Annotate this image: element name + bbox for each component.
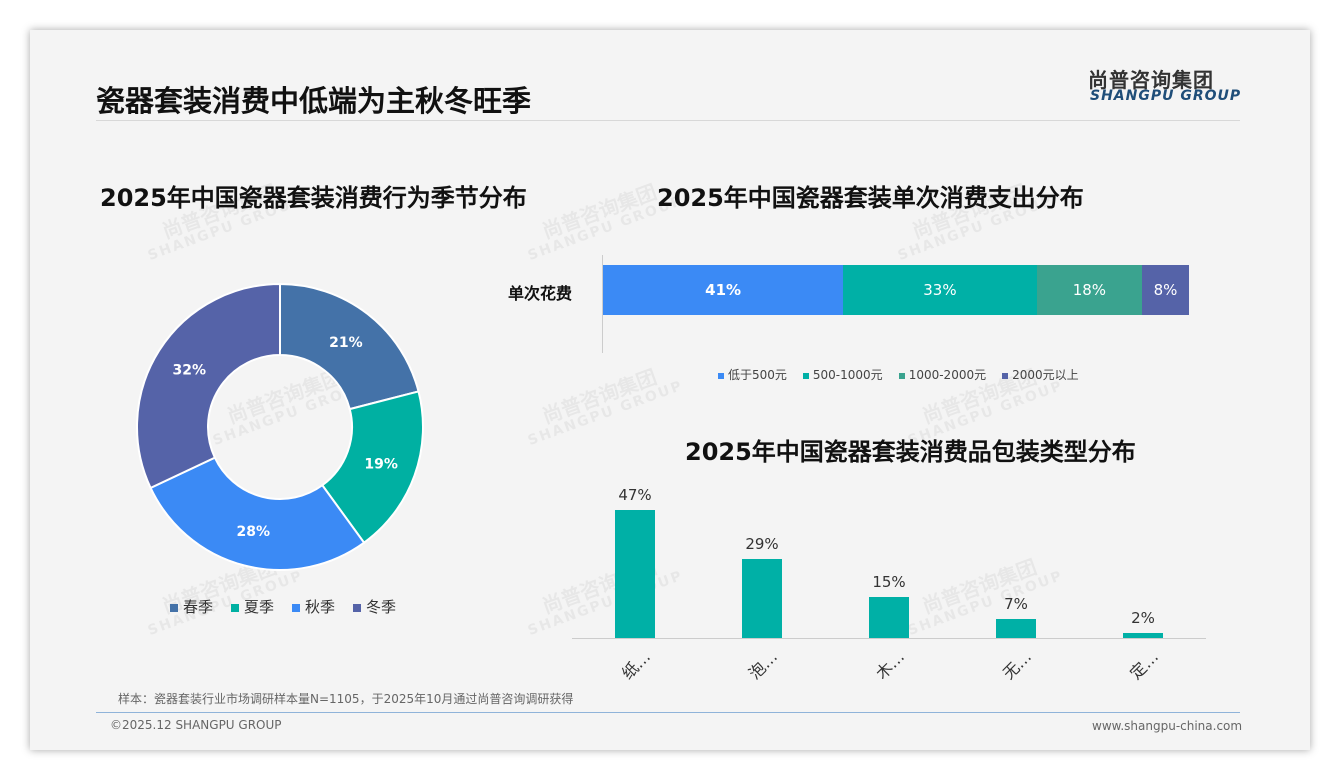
legend-item: 1000-2000元 bbox=[898, 366, 986, 383]
legend-item: 500-1000元 bbox=[802, 366, 883, 383]
copyright: ©2025.12 SHANGPU GROUP bbox=[110, 718, 282, 732]
legend-item: 低于500元 bbox=[718, 366, 787, 383]
stacked-title: 2025年中国瓷器套装单次消费支出分布 bbox=[657, 184, 1084, 212]
stacked-segment: 33% bbox=[843, 265, 1037, 315]
donut-label: 28% bbox=[237, 524, 271, 540]
logo-cn: 尚普咨询集团 bbox=[1088, 68, 1214, 92]
donut-legend: 春季 夏季 秋季 冬季 bbox=[170, 596, 396, 617]
donut-slice-夏季 bbox=[320, 390, 424, 545]
x-axis bbox=[572, 638, 1206, 639]
x-tick-label: 定… bbox=[1126, 647, 1163, 684]
logo-en: SHANGPU GROUP bbox=[1090, 88, 1242, 104]
x-tick-label: 无… bbox=[999, 647, 1036, 684]
page-title: 瓷器套装消费中低端为主秋冬旺季 bbox=[96, 84, 532, 118]
stacked-bar: 41% 33% 18% 8% bbox=[603, 265, 1189, 315]
bar bbox=[742, 559, 782, 638]
legend-item: 夏季 bbox=[231, 596, 274, 617]
divider bbox=[96, 120, 1240, 121]
bar-chart: 47% 纸… 29% 泡… 15% 木… 7% 无… 2% 定… bbox=[572, 486, 1206, 690]
x-tick-label: 纸… bbox=[618, 647, 655, 684]
donut-label: 19% bbox=[364, 456, 398, 472]
bar bbox=[615, 510, 655, 638]
stacked-segment: 8% bbox=[1142, 265, 1189, 315]
legend-item: 春季 bbox=[170, 596, 213, 617]
legend-item: 2000元以上 bbox=[1002, 366, 1079, 383]
donut-label: 21% bbox=[329, 335, 363, 351]
stacked-category: 单次花费 bbox=[508, 284, 573, 303]
bar-label: 15% bbox=[872, 573, 906, 592]
bar-title: 2025年中国瓷器套装消费品包装类型分布 bbox=[685, 438, 1136, 466]
bar-label: 29% bbox=[745, 535, 779, 554]
legend-item: 冬季 bbox=[353, 596, 396, 617]
bar bbox=[869, 597, 909, 638]
donut-title: 2025年中国瓷器套装消费行为季节分布 bbox=[100, 184, 527, 212]
legend-item: 秋季 bbox=[292, 596, 335, 617]
slide: 瓷器套装消费中低端为主秋冬旺季 尚普咨询集团 SHANGPU GROUP 尚普咨… bbox=[30, 30, 1310, 750]
sample-note: 样本：瓷器套装行业市场调研样本量N=1105，于2025年10月通过尚普咨询调研… bbox=[118, 692, 574, 706]
stacked-segment: 18% bbox=[1036, 265, 1143, 315]
stacked-axis bbox=[602, 255, 603, 353]
donut-slice-秋季 bbox=[149, 456, 366, 571]
donut-slice-春季 bbox=[279, 282, 420, 411]
donut-label: 32% bbox=[172, 362, 206, 378]
footer-line bbox=[96, 712, 1240, 713]
bar-label: 2% bbox=[1131, 608, 1155, 627]
stacked-legend: 低于500元 500-1000元 1000-2000元 2000元以上 bbox=[718, 366, 1079, 383]
watermark: 尚普咨询集团 SHANGPU GROUP bbox=[525, 364, 686, 449]
stacked-segment: 41% bbox=[603, 265, 844, 315]
donut-chart: 21% 19% 28% 32% bbox=[136, 282, 424, 571]
website: www.shangpu-china.com bbox=[1092, 719, 1243, 733]
x-tick-label: 木… bbox=[872, 647, 909, 684]
bar-label: 7% bbox=[1004, 594, 1028, 613]
donut-slice-冬季 bbox=[136, 282, 281, 490]
bar bbox=[1123, 632, 1163, 638]
bar-label: 47% bbox=[618, 486, 652, 505]
bar bbox=[996, 618, 1036, 638]
x-tick-label: 泡… bbox=[745, 647, 782, 684]
